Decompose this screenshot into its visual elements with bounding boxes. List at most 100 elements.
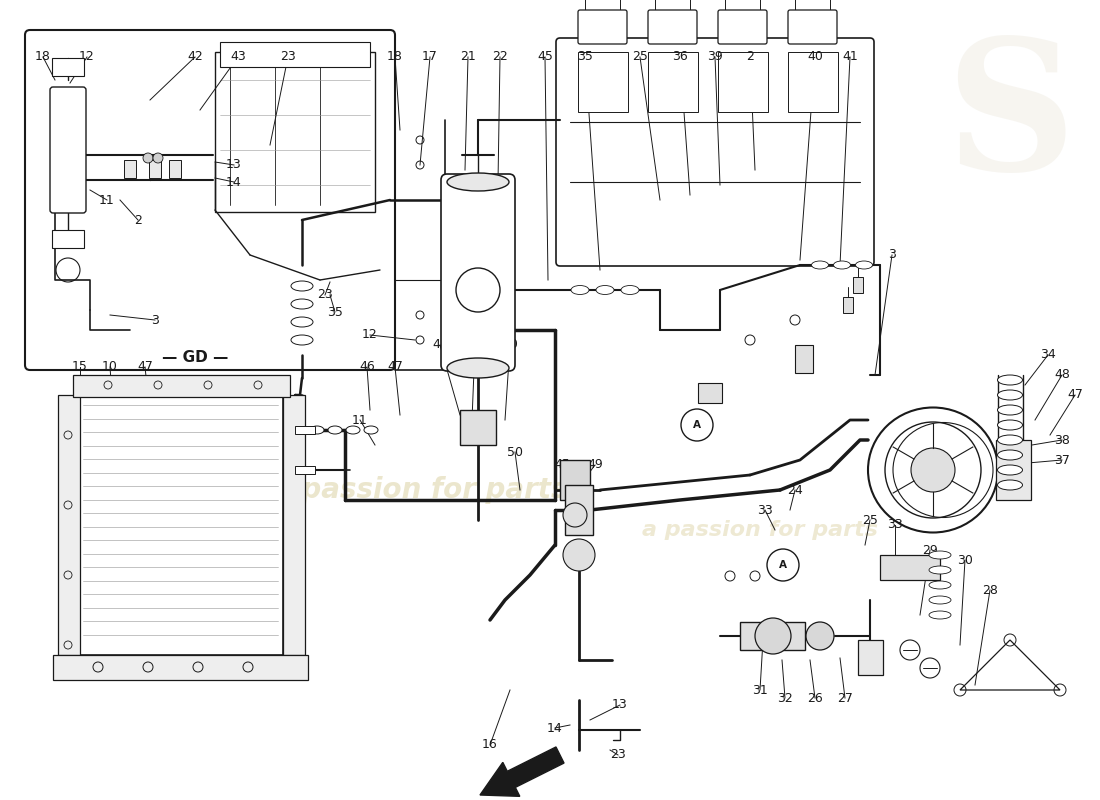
- Ellipse shape: [998, 405, 1023, 415]
- Bar: [52, 58, 84, 76]
- Circle shape: [153, 153, 163, 163]
- Text: 16: 16: [482, 738, 498, 751]
- Text: 44: 44: [432, 338, 448, 351]
- Text: 15: 15: [73, 361, 88, 374]
- Text: 38: 38: [1054, 434, 1070, 446]
- Text: 2: 2: [746, 50, 754, 63]
- Bar: [852, 277, 864, 293]
- Ellipse shape: [292, 299, 313, 309]
- Text: 47: 47: [1067, 389, 1082, 402]
- Text: 31: 31: [752, 683, 768, 697]
- Text: 26: 26: [807, 691, 823, 705]
- Text: 18: 18: [35, 50, 51, 63]
- Bar: [565, 485, 593, 535]
- Text: 50: 50: [507, 446, 522, 458]
- Circle shape: [806, 622, 834, 650]
- Ellipse shape: [346, 426, 360, 434]
- Text: 22: 22: [492, 50, 508, 63]
- Ellipse shape: [447, 358, 509, 378]
- Ellipse shape: [571, 286, 588, 294]
- Text: 30: 30: [957, 554, 972, 566]
- Bar: [295, 466, 315, 474]
- Ellipse shape: [998, 435, 1023, 445]
- Circle shape: [911, 448, 955, 492]
- FancyArrow shape: [480, 747, 564, 796]
- Text: 47: 47: [387, 361, 403, 374]
- Bar: [880, 555, 940, 580]
- Bar: [698, 383, 722, 403]
- Text: 19: 19: [468, 338, 483, 351]
- Text: S: S: [945, 32, 1075, 208]
- Text: 25: 25: [862, 514, 878, 526]
- Text: 35: 35: [578, 50, 593, 63]
- Bar: [214, 52, 375, 212]
- Text: 39: 39: [707, 50, 723, 63]
- Text: 46: 46: [359, 361, 375, 374]
- Ellipse shape: [998, 375, 1023, 385]
- Bar: [78, 395, 283, 655]
- Text: 20: 20: [502, 338, 518, 351]
- Ellipse shape: [621, 286, 639, 294]
- Text: A: A: [693, 420, 701, 430]
- Text: A: A: [779, 560, 786, 570]
- Ellipse shape: [292, 335, 313, 345]
- Bar: [648, 52, 698, 112]
- FancyBboxPatch shape: [578, 10, 627, 44]
- Text: 37: 37: [1054, 454, 1070, 466]
- Bar: [295, 426, 315, 434]
- FancyBboxPatch shape: [50, 87, 86, 213]
- Ellipse shape: [930, 581, 952, 589]
- Circle shape: [143, 153, 153, 163]
- Text: 17: 17: [422, 50, 438, 63]
- Text: 14: 14: [227, 175, 242, 189]
- Bar: [283, 395, 305, 655]
- Bar: [788, 52, 838, 112]
- Text: 23: 23: [317, 289, 333, 302]
- Text: 28: 28: [982, 583, 998, 597]
- FancyBboxPatch shape: [788, 10, 837, 44]
- Bar: [220, 42, 370, 67]
- Text: 33: 33: [757, 503, 773, 517]
- Bar: [560, 460, 590, 500]
- Text: 32: 32: [777, 691, 793, 705]
- FancyBboxPatch shape: [25, 30, 395, 370]
- Ellipse shape: [893, 422, 993, 518]
- FancyBboxPatch shape: [648, 10, 697, 44]
- Bar: [843, 297, 852, 313]
- Ellipse shape: [856, 261, 872, 269]
- Ellipse shape: [930, 596, 952, 604]
- Text: 10: 10: [102, 361, 118, 374]
- Ellipse shape: [812, 261, 828, 269]
- Ellipse shape: [998, 390, 1023, 400]
- Bar: [169, 160, 182, 178]
- Bar: [53, 655, 308, 680]
- Ellipse shape: [292, 317, 313, 327]
- Text: 24: 24: [788, 483, 803, 497]
- Text: 36: 36: [672, 50, 688, 63]
- Ellipse shape: [998, 420, 1023, 430]
- Ellipse shape: [998, 465, 1023, 475]
- Text: 25: 25: [632, 50, 648, 63]
- Bar: [148, 160, 161, 178]
- Ellipse shape: [596, 286, 614, 294]
- Bar: [460, 410, 496, 445]
- Text: 13: 13: [612, 698, 628, 711]
- Ellipse shape: [328, 426, 342, 434]
- Text: 11: 11: [352, 414, 367, 426]
- FancyBboxPatch shape: [441, 174, 515, 371]
- Text: 34: 34: [1041, 349, 1056, 362]
- Text: 33: 33: [887, 518, 903, 531]
- Text: 3: 3: [888, 249, 895, 262]
- Ellipse shape: [998, 480, 1023, 490]
- Ellipse shape: [310, 426, 324, 434]
- Text: a passion for parts: a passion for parts: [273, 476, 568, 504]
- Text: 21: 21: [460, 50, 476, 63]
- Ellipse shape: [364, 426, 378, 434]
- Ellipse shape: [447, 173, 509, 191]
- Text: 11: 11: [99, 194, 114, 206]
- Ellipse shape: [930, 611, 952, 619]
- Circle shape: [563, 539, 595, 571]
- Text: 45: 45: [554, 458, 570, 471]
- Text: 18: 18: [387, 50, 403, 63]
- Text: — GD —: — GD —: [162, 350, 228, 366]
